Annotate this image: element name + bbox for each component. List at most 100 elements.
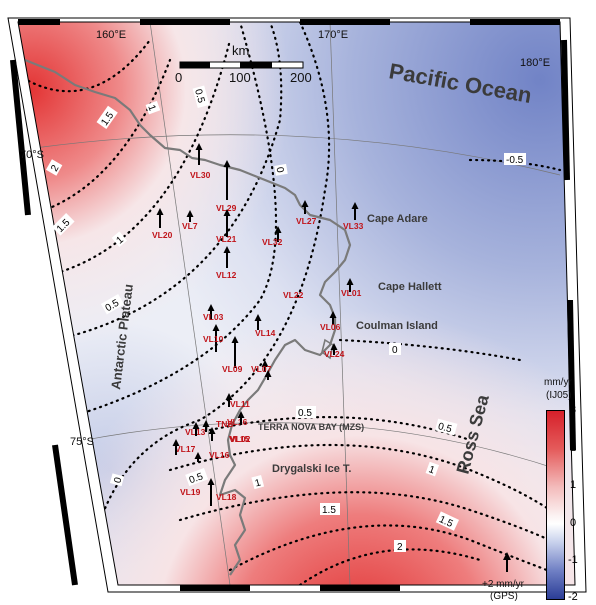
svg-text:-0.5: -0.5 <box>506 155 524 166</box>
colorbar-tick-minus2: -2 <box>568 591 578 603</box>
station-label: VL20 <box>152 230 173 240</box>
station-label: VL7 <box>182 221 198 231</box>
lon-160-label: 160°E <box>96 29 126 41</box>
station-label: VL09 <box>222 364 243 374</box>
station-label: VL21 <box>216 234 237 244</box>
station-label: VL17 <box>175 444 196 454</box>
station-arrowhead <box>223 246 231 253</box>
scale-tick-200: 200 <box>290 70 312 85</box>
coastline <box>24 58 352 576</box>
station-label: VL15 <box>229 434 250 444</box>
station-label: VL29 <box>216 203 237 213</box>
map-frame <box>7 17 587 593</box>
station-label: VL27 <box>296 216 317 226</box>
svg-text:1.5: 1.5 <box>437 514 455 530</box>
svg-text:0: 0 <box>392 345 398 356</box>
colorbar-tick-3: 3 <box>570 404 577 416</box>
cape-adare-label: Cape Adare <box>367 213 428 225</box>
station-arrowhead <box>237 411 245 418</box>
station-label: VL33 <box>343 221 364 231</box>
station-arrowhead <box>223 209 231 216</box>
station-arrowhead <box>274 226 282 233</box>
station-arrowhead <box>346 278 354 285</box>
station-arrowhead <box>264 370 272 377</box>
cape-hallett-label: Cape Hallett <box>378 281 442 293</box>
station-label: VL07 <box>251 364 272 374</box>
lat-70-label: 70°S <box>20 149 44 161</box>
station-label: VL16 <box>209 450 230 460</box>
station-arrowhead <box>156 208 164 215</box>
coordinate-labels: 160°E 170°E 180°E 70°S 75°S <box>20 29 550 448</box>
station-label: VL19 <box>180 487 201 497</box>
colorbar-tick-1: 1 <box>570 479 577 491</box>
station-label: VL12 <box>216 270 237 280</box>
station-label: VL10 <box>203 334 224 344</box>
gps-legend: +2 mm/yr (GPS) <box>482 552 525 602</box>
colorbar: mm/yr (IJ05) 3 2 1 0 -1 -2 <box>542 377 594 603</box>
svg-text:0: 0 <box>112 476 124 485</box>
station-label: VL11 <box>230 399 250 409</box>
svg-text:1: 1 <box>427 464 436 476</box>
drygalski-label: Drygalski Ice T. <box>272 463 352 475</box>
coulman-island-label: Coulman Island <box>356 320 438 332</box>
svg-text:1: 1 <box>114 234 126 246</box>
station-arrowhead <box>223 160 231 167</box>
station-arrowhead <box>186 210 194 217</box>
station-label: VL06 <box>320 322 341 332</box>
scale-tick-100: 100 <box>229 70 251 85</box>
lat-75-label: 75°S <box>70 436 94 448</box>
station-label: VL01 <box>341 288 362 298</box>
svg-text:0.5: 0.5 <box>192 88 206 105</box>
scale-bar: km 0 100 200 <box>175 43 312 85</box>
station-label: VL14 <box>255 328 276 338</box>
colorbar-tick-2: 2 <box>570 442 577 454</box>
station-arrowhead <box>231 336 239 343</box>
gps-stations: VL30 VL7 VL29 VL20 VL21 VL27 VL33 VL32 VL12 VL01 V… <box>152 143 364 506</box>
station-arrowhead <box>192 422 200 429</box>
station-arrowhead <box>351 202 359 209</box>
station-label: VL22 <box>283 290 304 300</box>
station-arrowhead <box>330 343 338 350</box>
contour-lines <box>18 22 562 585</box>
svg-text:0: 0 <box>274 166 286 174</box>
station-arrowhead <box>261 360 269 367</box>
station-arrowhead <box>254 314 262 321</box>
lon-180-label: 180°E <box>520 57 550 69</box>
station-label: VL02 <box>230 434 251 444</box>
station-arrowhead <box>207 478 215 485</box>
svg-text:1: 1 <box>145 103 157 112</box>
scale-tick-0: 0 <box>175 70 182 85</box>
colorbar-model: (IJ05) <box>546 390 572 401</box>
station-arrowhead <box>194 452 202 459</box>
station-label: TNB <box>216 419 233 429</box>
lon-170-label: 170°E <box>318 29 348 41</box>
svg-text:2: 2 <box>49 163 62 174</box>
station-arrowhead <box>207 304 215 311</box>
graticule <box>19 22 561 585</box>
svg-text:0.5: 0.5 <box>188 471 205 486</box>
colorbar-tick-0: 0 <box>570 517 577 529</box>
station-label: VL32 <box>262 237 283 247</box>
station-arrowhead <box>202 420 210 427</box>
station-arrowhead <box>225 393 233 400</box>
island-outline <box>321 338 334 360</box>
legend-arrow-source: (GPS) <box>490 591 518 602</box>
station-label: VL24 <box>324 349 345 359</box>
svg-text:1: 1 <box>254 477 263 489</box>
station-label: VL03 <box>203 312 224 322</box>
station-arrowhead <box>212 324 220 331</box>
station-arrowhead <box>329 311 337 318</box>
legend-arrow-value: +2 mm/yr <box>482 579 525 590</box>
svg-text:1.5: 1.5 <box>322 505 336 516</box>
svg-text:2: 2 <box>397 542 403 553</box>
colorbar-unit: mm/yr <box>544 377 572 388</box>
scale-unit: km <box>232 43 249 58</box>
svg-text:0.5: 0.5 <box>298 408 312 419</box>
colorbar-gradient <box>546 410 565 600</box>
contour-value-labels: 1.5 2 1.5 1 0.5 1 0.5 0 0 -0.5 0 0.5 0.5… <box>45 85 526 553</box>
station-arrowhead <box>208 427 216 434</box>
station-arrowhead <box>172 439 180 446</box>
station-arrowhead <box>301 200 309 207</box>
colorbar-tick-minus1: -1 <box>568 554 578 566</box>
